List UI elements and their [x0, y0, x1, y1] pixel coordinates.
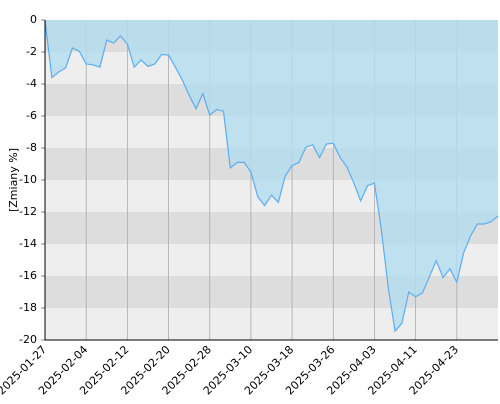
y-axis-label: [Zmiany %] [7, 148, 20, 212]
grid-band [45, 308, 498, 340]
y-tick-label: -10 [19, 173, 37, 186]
y-tick-label: -6 [26, 109, 37, 122]
y-tick-label: -8 [26, 141, 37, 154]
y-tick-label: -16 [19, 269, 37, 282]
y-tick-label: -18 [19, 301, 37, 314]
series-line [44, 19, 499, 333]
y-tick-label: -20 [19, 333, 37, 346]
y-tick-label: -14 [19, 237, 37, 250]
y-tick-label: -4 [26, 77, 37, 90]
y-tick-label: -12 [19, 205, 37, 218]
grid-band [45, 276, 498, 308]
y-tick-label: -2 [26, 45, 37, 58]
y-tick-label: 0 [30, 13, 37, 26]
